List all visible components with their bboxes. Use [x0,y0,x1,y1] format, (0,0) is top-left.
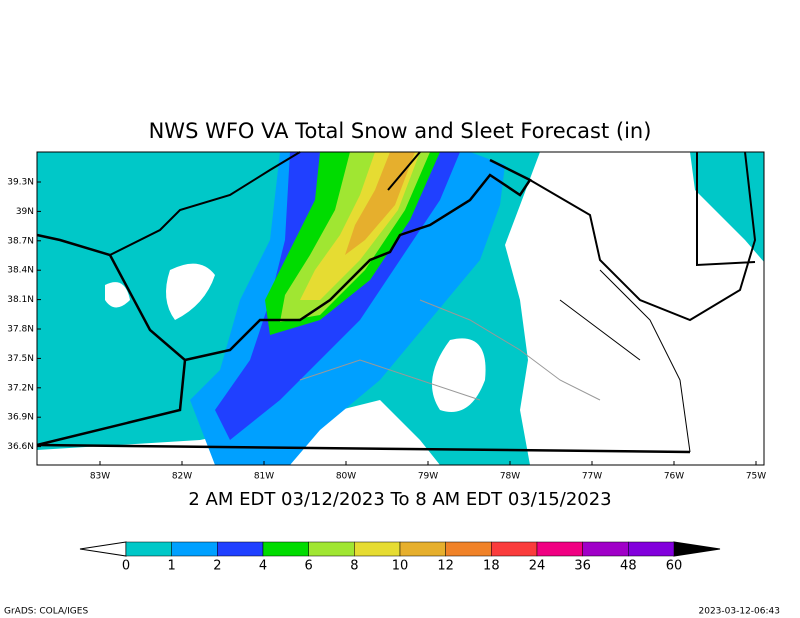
colorbar-box [354,541,401,557]
colorbar-box [171,541,218,557]
footer-right: 2023-03-12-06:43 [699,607,781,617]
lon-label: 76W [664,472,684,482]
colorbar-box [217,541,264,557]
colorbar-box [308,541,355,557]
colorbar-box [491,541,538,557]
colorbar-label: 6 [305,559,313,574]
colorbar-box [125,541,172,557]
colorbar-box [536,541,583,557]
lat-label: 36.9N [7,413,34,423]
colorbar-label: 48 [620,559,637,574]
lon-label: 82W [172,472,192,482]
title: NWS WFO VA Total Snow and Sleet Forecast… [149,119,652,143]
lon-label: 83W [90,472,110,482]
lon-label: 79W [418,472,438,482]
colorbar-box [445,541,492,557]
colorbar-label: 1 [168,559,176,574]
lon-label: 78W [500,472,520,482]
lat-label: 39N [16,207,34,217]
lat-label: 38.7N [7,236,34,246]
lat-label: 36.6N [7,442,34,452]
lon-label: 77W [582,472,602,482]
colorbar-box [262,541,309,557]
colorbar-label: 4 [259,559,267,574]
lat-label: 37.2N [7,383,34,393]
colorbar-label: 12 [437,559,454,574]
lat-label: 38.4N [7,266,34,276]
lat-label: 38.1N [7,295,34,305]
map [36,151,765,466]
colorbar-label: 24 [529,559,546,574]
lat-label: 39.3N [7,178,34,188]
colorbar-label: 60 [666,559,683,574]
lat-label: 37.5N [7,354,34,364]
lon-label: 80W [336,472,356,482]
colorbar-box [399,541,446,557]
lon-label: 81W [254,472,274,482]
colorbar-label: 36 [574,559,591,574]
colorbar-box [582,541,629,557]
colorbar-box [628,541,675,557]
colorbar-label: 18 [483,559,500,574]
lon-label: 75W [746,472,766,482]
colorbar-label: 10 [392,559,409,574]
colorbar-label: 0 [122,559,130,574]
lat-label: 37.8N [7,325,34,335]
colorbar-label: 2 [213,559,221,574]
subtitle: 2 AM EDT 03/12/2023 To 8 AM EDT 03/15/20… [188,489,611,510]
footer-left: GrADS: COLA/IGES [4,607,88,617]
colorbar-low-arrow [79,541,127,557]
colorbar-high-arrow [673,541,721,557]
colorbar-label: 8 [350,559,358,574]
